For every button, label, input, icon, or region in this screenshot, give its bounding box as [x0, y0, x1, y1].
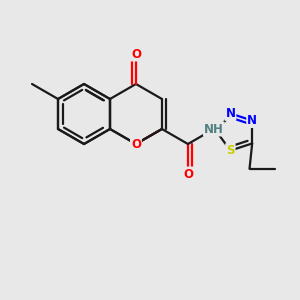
Text: N: N — [247, 114, 257, 127]
Text: O: O — [131, 137, 141, 151]
Text: N: N — [225, 107, 236, 120]
Text: NH: NH — [204, 122, 224, 136]
Text: O: O — [131, 47, 141, 61]
Text: O: O — [183, 167, 193, 181]
Text: S: S — [226, 144, 235, 157]
